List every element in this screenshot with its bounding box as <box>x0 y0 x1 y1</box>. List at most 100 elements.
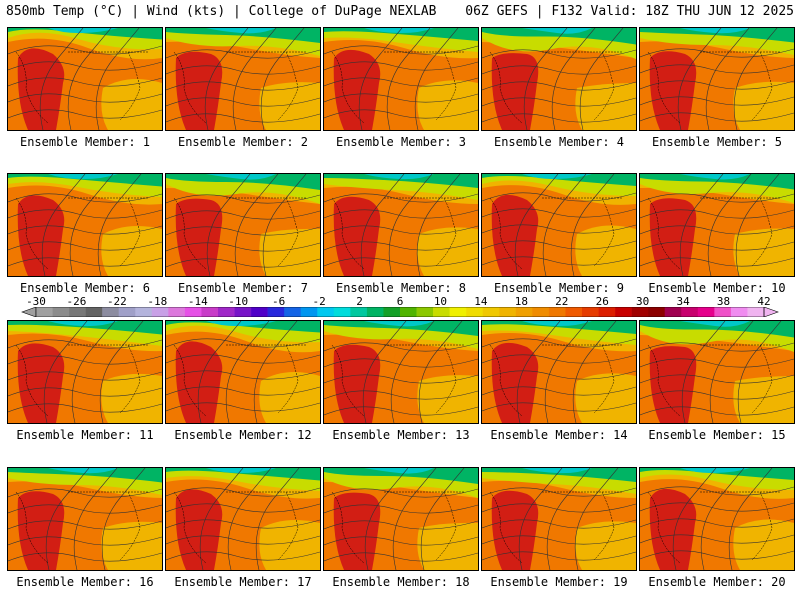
colorbar-swatch <box>499 307 517 317</box>
temperature-map <box>165 27 321 131</box>
ensemble-panel: Ensemble Member: 13 <box>323 320 479 442</box>
ensemble-panel: Ensemble Member: 6 <box>7 173 163 295</box>
ensemble-panel: Ensemble Member: 15 <box>639 320 795 442</box>
colorbar-swatch <box>36 307 53 317</box>
colorbar-swatch <box>300 307 318 317</box>
colorbar-swatch <box>482 307 500 317</box>
colorbar-swatch <box>317 307 335 317</box>
temperature-map <box>7 173 163 277</box>
ensemble-panel: Ensemble Member: 11 <box>7 320 163 442</box>
colorbar-swatch <box>681 307 699 317</box>
colorbar-swatch <box>333 307 351 317</box>
colorbar-swatch <box>118 307 136 317</box>
ensemble-panel: Ensemble Member: 9 <box>481 173 637 295</box>
ensemble-panel: Ensemble Member: 18 <box>323 467 479 589</box>
colorbar-swatch <box>201 307 219 317</box>
colorbar-swatch <box>52 307 70 317</box>
colorbar-swatch <box>350 307 368 317</box>
member-caption: Ensemble Member: 2 <box>177 135 309 149</box>
colorbar-arrow-left <box>21 307 37 317</box>
member-caption: Ensemble Member: 1 <box>19 135 151 149</box>
colorbar-swatch <box>251 307 268 317</box>
valid-time: 06Z GEFS | F132 Valid: 18Z THU JUN 12 20… <box>465 4 794 19</box>
member-caption: Ensemble Member: 3 <box>335 135 467 149</box>
colorbar-tick-label: 30 <box>636 295 650 308</box>
ensemble-panel: Ensemble Member: 10 <box>639 173 795 295</box>
colorbar-swatch <box>532 307 550 317</box>
member-caption: Ensemble Member: 13 <box>332 428 470 442</box>
member-caption: Ensemble Member: 5 <box>651 135 783 149</box>
colorbar-tick-label: -10 <box>228 295 249 308</box>
colorbar-swatch <box>548 307 566 317</box>
page-title: 850mb Temp (°C) | Wind (kts) | College o… <box>6 4 437 19</box>
member-caption: Ensemble Member: 14 <box>490 428 628 442</box>
colorbar-swatch <box>714 307 732 317</box>
ensemble-panel: Ensemble Member: 20 <box>639 467 795 589</box>
ensemble-panel: Ensemble Member: 12 <box>165 320 321 442</box>
temperature-map <box>165 467 321 571</box>
member-caption: Ensemble Member: 10 <box>648 281 786 295</box>
colorbar-tick-label: -6 <box>272 295 286 308</box>
ensemble-panel: Ensemble Member: 5 <box>639 27 795 149</box>
ensemble-panel: Ensemble Member: 8 <box>323 173 479 295</box>
colorbar-swatch <box>730 307 748 317</box>
temperature-map <box>481 320 637 424</box>
ensemble-panel: Ensemble Member: 17 <box>165 467 321 589</box>
colorbar-tick-label: 42 <box>757 295 771 308</box>
temperature-map <box>639 173 795 277</box>
header: 850mb Temp (°C) | Wind (kts) | College o… <box>0 0 800 24</box>
colorbar-tick-label: -30 <box>26 295 46 308</box>
temperature-map <box>481 173 637 277</box>
colorbar-swatch <box>102 307 120 317</box>
temperature-map <box>165 320 321 424</box>
colorbar-swatch <box>598 307 616 317</box>
temperature-map <box>323 320 479 424</box>
colorbar-swatch <box>515 307 533 317</box>
member-caption: Ensemble Member: 20 <box>648 575 786 589</box>
colorbar-tick-label: -18 <box>147 295 168 308</box>
temperature-map <box>639 27 795 131</box>
colorbar-strip <box>21 307 779 317</box>
colorbar-swatch <box>234 307 252 317</box>
temperature-map <box>7 320 163 424</box>
colorbar-swatch <box>416 307 434 317</box>
colorbar-swatch <box>747 307 765 317</box>
colorbar-swatch <box>433 307 450 317</box>
member-caption: Ensemble Member: 4 <box>493 135 625 149</box>
colorbar-swatch <box>400 307 417 317</box>
temperature-map <box>323 467 479 571</box>
colorbar-swatch <box>383 307 401 317</box>
ensemble-panel: Ensemble Member: 2 <box>165 27 321 149</box>
temperature-map <box>639 320 795 424</box>
colorbar-legend: -30 -26 -22 -18 -14 -10 -6 -2 2 6 10 14 18 22 26 30 34 38… <box>0 296 800 318</box>
temperature-map <box>481 27 637 131</box>
colorbar-swatch <box>168 307 186 317</box>
colorbar-swatch <box>284 307 302 317</box>
temperature-map <box>639 467 795 571</box>
temperature-map <box>7 27 163 131</box>
temperature-map <box>323 27 479 131</box>
colorbar-tick-label: 18 <box>514 295 528 308</box>
colorbar-tick-label: 22 <box>555 295 569 308</box>
colorbar-swatch <box>85 307 103 317</box>
member-caption: Ensemble Member: 11 <box>16 428 154 442</box>
colorbar-swatch <box>466 307 484 317</box>
colorbar-swatch <box>267 307 285 317</box>
colorbar-tick-label: -14 <box>187 295 208 308</box>
colorbar-tick-label: 26 <box>595 295 609 308</box>
colorbar-swatch <box>648 307 666 317</box>
colorbar-swatch <box>449 307 467 317</box>
colorbar-swatch <box>631 307 649 317</box>
member-caption: Ensemble Member: 17 <box>174 575 312 589</box>
ensemble-panel: Ensemble Member: 16 <box>7 467 163 589</box>
ensemble-panel: Ensemble Member: 4 <box>481 27 637 149</box>
ensemble-panel: Ensemble Member: 7 <box>165 173 321 295</box>
colorbar-swatch <box>135 307 153 317</box>
ensemble-panel: Ensemble Member: 3 <box>323 27 479 149</box>
colorbar-swatch <box>664 307 682 317</box>
colorbar-arrow-right <box>763 307 779 317</box>
colorbar-tick-label: 14 <box>474 295 488 308</box>
temperature-map <box>481 467 637 571</box>
colorbar-swatch <box>218 307 235 317</box>
member-caption: Ensemble Member: 19 <box>490 575 628 589</box>
